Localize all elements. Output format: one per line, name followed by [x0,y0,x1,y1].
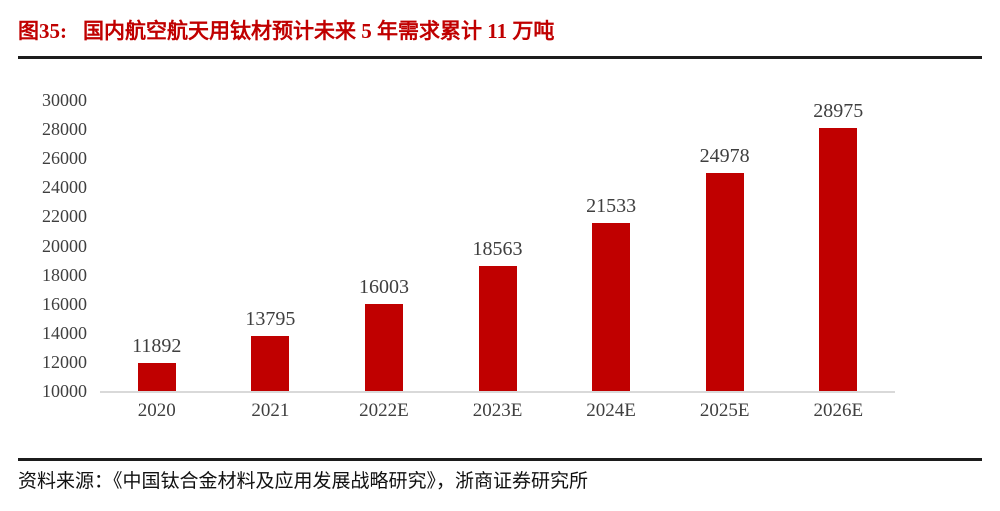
bar-value-label: 18563 [472,238,523,260]
y-axis-tick-label: 18000 [42,264,87,285]
bar-2026E [819,128,858,391]
bar-value-label: 24978 [699,145,750,167]
bar-value-label: 11892 [132,335,182,357]
y-axis-tick-label: 12000 [42,351,87,372]
y-axis-tick-label: 14000 [42,322,87,343]
x-axis-label-2021: 2021 [251,400,290,421]
bar-column-2022E: 16003 [327,100,441,391]
bar-2023E [478,266,517,391]
figure-header: 图35: 国内航空航天用钛材预计未来 5 年需求累计 11 万吨 [18,18,982,44]
figure-title: 国内航空航天用钛材预计未来 5 年需求累计 11 万吨 [83,19,555,43]
y-axis-tick-label: 20000 [42,235,87,256]
y-axis: 30000 28000 26000 24000 22000 20000 18000 16000… [18,90,87,401]
plot-area: 11892 13795 16003 18563 21533 24978 28975 2020… [100,100,895,422]
bar-value-label: 28975 [813,100,864,122]
bar-value-label: 21533 [586,195,637,217]
x-axis: 2020 2021 2022E 2023E 2024E 2025E 2026E [100,393,895,422]
figure-number: 图35: [18,19,67,43]
bar-column-2021: 13795 [214,100,328,391]
title-divider [18,56,982,59]
bar-column-2025E: 24978 [668,100,782,391]
bar-column-2026E: 28975 [781,100,895,391]
bar-column-2020: 11892 [100,100,214,391]
y-axis-tick-label: 10000 [42,381,87,401]
bar-column-2023E: 18563 [441,100,555,391]
x-axis-label-2025E: 2025E [699,400,750,421]
y-axis-tick-label: 26000 [42,148,87,169]
bar-2021 [251,336,290,391]
bar-2022E [364,304,403,391]
bar-value-label: 13795 [245,308,296,330]
source-note: 资料来源：《中国钛合金材料及应用发展战略研究》，浙商证券研究所 [18,471,589,492]
bar-2024E [592,223,631,391]
bar-value-label: 16003 [358,276,409,298]
y-axis-tick-label: 24000 [42,177,87,198]
bar-2020 [137,363,176,391]
y-axis-tick-label: 30000 [42,90,87,110]
x-axis-label-2020: 2020 [137,400,176,421]
bar-chart: 30000 28000 26000 24000 22000 20000 18000 16000… [18,90,982,422]
x-axis-label-2024E: 2024E [586,400,636,421]
x-axis-label-2026E: 2026E [813,400,864,421]
y-axis-tick-label: 28000 [42,119,87,140]
y-axis-tick-label: 22000 [42,206,87,227]
bars-row: 11892 13795 16003 18563 21533 24978 28975 [100,100,895,393]
y-axis-tick-label: 16000 [42,293,87,314]
x-axis-label-2023E: 2023E [472,400,523,421]
x-axis-label-2022E: 2022E [359,400,409,421]
bar-2025E [705,173,744,391]
footer-divider [18,458,982,461]
bar-column-2024E: 21533 [554,100,668,391]
